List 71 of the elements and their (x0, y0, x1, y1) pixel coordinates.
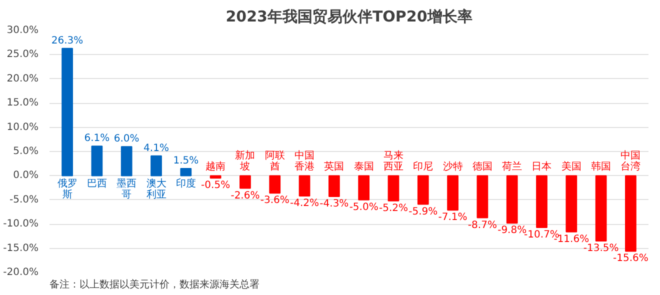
x-tick-label: 俄罗斯 (57, 178, 78, 201)
bar (358, 175, 370, 200)
data-label: 26.3% (51, 35, 84, 46)
x-tick-label: 阿联酋 (264, 150, 285, 173)
bar (476, 175, 488, 218)
bar (120, 146, 132, 176)
x-tick-label: 英国 (324, 160, 344, 173)
text: 备注：以上数据以美元计价，数据来源海关总署 (50, 278, 260, 290)
x-tick-label: 日本 (532, 160, 552, 173)
data-label: -3.6% (260, 195, 290, 206)
x-tick-label: 德国 (472, 162, 492, 173)
y-tick-label: 0.0% (13, 170, 38, 182)
x-tick-label: 美国 (561, 160, 582, 173)
bar (328, 175, 340, 198)
y-tick-label: -20.0% (3, 267, 39, 278)
x-tick-label: 沙特 (442, 160, 463, 173)
x-tick-label: 马来西亚 (383, 150, 404, 173)
x-tick-label: 新加坡 (235, 150, 256, 173)
data-label: -8.7% (468, 220, 497, 231)
y-tick-label: -10.0% (3, 218, 39, 230)
x-tick-label: 巴西 (86, 178, 107, 190)
bar (447, 175, 458, 211)
bar (536, 175, 548, 228)
y-tick-label: 20.0% (6, 73, 39, 84)
chart-title: 2023年我国贸易伙伴TOP20增长率 (226, 8, 472, 26)
data-label: -15.6% (613, 253, 648, 264)
data-label: -2.6% (230, 190, 260, 202)
bar (417, 175, 429, 205)
x-tick-label: 印尼 (413, 160, 434, 173)
data-label: -5.2% (378, 202, 408, 214)
bar (269, 175, 281, 194)
bar (91, 146, 103, 176)
x-tick-label: 韩国 (591, 160, 612, 173)
bar (150, 155, 162, 176)
bar (298, 175, 310, 197)
data-label: -7.1% (438, 212, 468, 224)
data-label: 1.5% (173, 155, 199, 166)
bar (566, 175, 578, 232)
data-label: -9.8% (498, 225, 527, 236)
x-tick-label: 墨西哥 (116, 178, 137, 201)
x-tick-label: 中国台湾 (620, 150, 641, 173)
bar (595, 175, 607, 242)
x-tick-label: 荷兰 (502, 160, 522, 173)
x-tick-label: 泰国 (354, 162, 374, 173)
x-tick-label: 印度 (176, 178, 196, 190)
data-label: -13.5% (583, 243, 619, 254)
bar (625, 175, 636, 252)
y-tick-label: 10.0% (6, 122, 39, 133)
y-tick-label: 30.0% (6, 25, 39, 36)
y-tick-label: 25.0% (6, 49, 39, 60)
data-label: 4.1% (144, 142, 169, 154)
data-label: -4.2% (290, 198, 320, 210)
bar (240, 175, 251, 189)
x-tick-label: 澳大利亚 (146, 178, 166, 201)
bar (388, 175, 400, 202)
data-label: -5.9% (408, 206, 438, 218)
bar (210, 175, 222, 179)
data-label: -5.0% (349, 202, 378, 213)
bar (180, 168, 192, 176)
x-tick-label: 中国香港 (294, 150, 315, 173)
bar (62, 48, 73, 176)
data-label: 6.0% (114, 134, 140, 145)
data-label: 6.1% (84, 133, 110, 144)
y-tick-label: 15.0% (6, 98, 39, 109)
data-label: -4.3% (320, 198, 349, 210)
y-tick-label: -5.0% (9, 194, 38, 206)
y-tick-label: 5.0% (13, 146, 38, 157)
y-tick-label: -15.0% (3, 242, 39, 254)
data-label: -0.5% (201, 180, 230, 192)
x-tick-label: 越南 (206, 160, 226, 173)
bar (506, 175, 518, 224)
